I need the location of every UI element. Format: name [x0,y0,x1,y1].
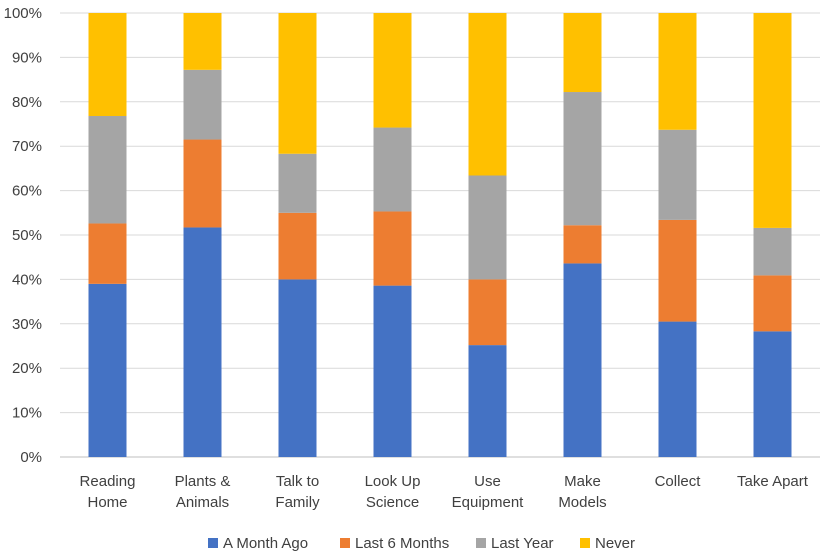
category-label: Use Equipment [452,473,525,511]
y-axis-ticks: 0% 10% 20% 30% 40% 50% 60% 70% 80% 90% 100% [4,5,42,466]
bar-segment [88,223,127,284]
category-label: Reading Home [80,473,136,511]
category-label: Collect [655,473,702,490]
category-label: Plants & Animals [175,473,231,511]
bar-segment [183,13,222,70]
bar-segment [563,92,602,226]
bar-segment [88,116,127,224]
gridlines [60,12,820,458]
bar-segment [373,211,412,286]
bar-segment [563,225,602,264]
y-tick-label: 50% [12,227,42,244]
bar-segment [278,279,317,457]
y-tick-label: 20% [12,360,42,377]
legend-label: A Month Ago [223,535,308,552]
legend-swatch [340,538,350,548]
bar-segment [658,219,697,322]
bar-segment [468,345,507,457]
bar-segment [563,263,602,457]
bars [88,13,792,457]
bar-segment [658,129,697,220]
y-tick-label: 90% [12,49,42,66]
y-tick-label: 10% [12,405,42,422]
y-tick-label: 80% [12,94,42,111]
legend-label: Last Year [491,535,554,552]
bar-segment [183,227,222,457]
category-label: Make Models [558,473,606,511]
bar-segment [88,13,127,117]
legend-swatch [580,538,590,548]
bar-segment [373,285,412,457]
legend-item: Last 6 Months [340,535,449,552]
bar-segment [183,139,222,228]
legend-item: Last Year [476,535,554,552]
legend-item: Never [580,535,635,552]
bar-segment [753,331,792,457]
bar-segment [88,283,127,457]
bar-segment [753,275,792,332]
legend-swatch [476,538,486,548]
legend-label: Never [595,535,635,552]
bar-segment [183,69,222,140]
y-tick-label: 40% [12,271,42,288]
y-tick-label: 30% [12,316,42,333]
y-tick-label: 60% [12,183,42,200]
x-axis-categories: Reading Home Plants & Animals Talk to Family L… [80,473,809,511]
bar-segment [658,13,697,130]
bar-segment [278,212,317,280]
bar-segment [373,13,412,128]
legend-item: A Month Ago [208,535,308,552]
legend-label: Last 6 Months [355,535,449,552]
bar-segment [278,153,317,213]
bar-segment [278,13,317,154]
bar-segment [753,13,792,228]
bar-segment [658,321,697,457]
y-tick-label: 0% [20,449,42,466]
legend: A Month Ago Last 6 Months Last Year Never [208,535,635,552]
category-label: Take Apart [737,473,809,490]
category-label: Look Up Science [365,473,421,511]
category-label: Talk to Family [275,473,320,511]
legend-swatch [208,538,218,548]
bar-segment [373,127,412,212]
bar-segment [468,175,507,280]
bar-segment [563,13,602,93]
y-tick-label: 100% [4,5,42,22]
bar-segment [468,279,507,346]
bar-segment [468,13,507,176]
y-tick-label: 70% [12,138,42,155]
bar-segment [753,227,792,276]
